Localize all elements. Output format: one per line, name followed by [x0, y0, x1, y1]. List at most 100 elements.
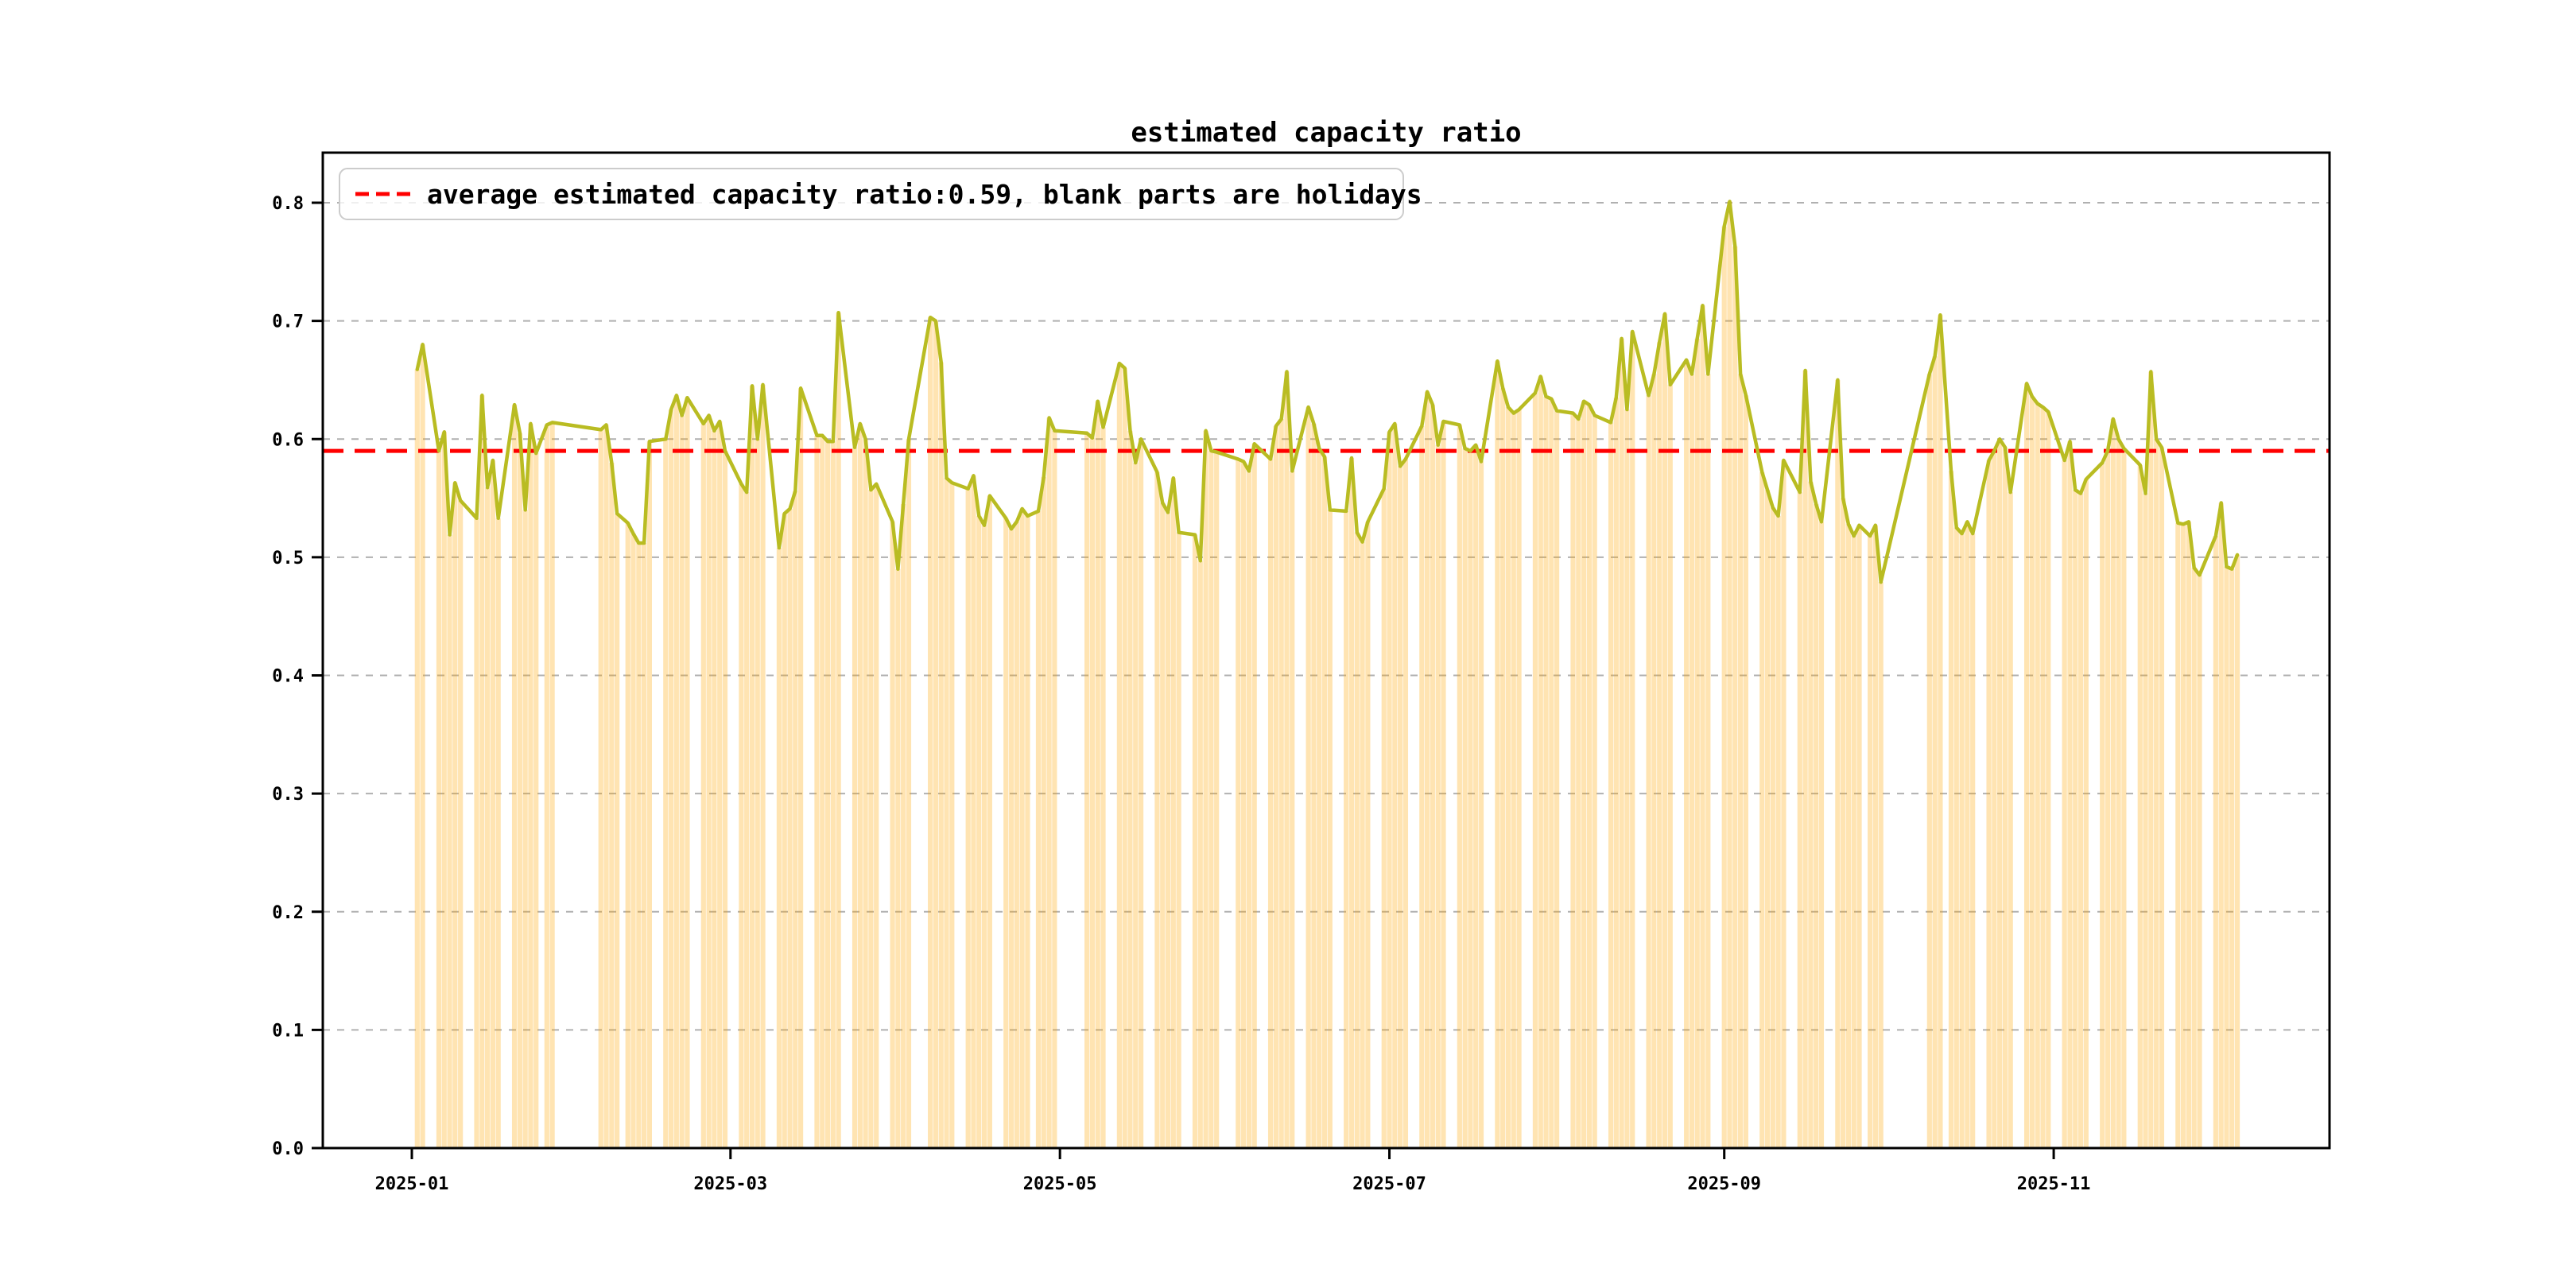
- workday-bar: [1100, 427, 1106, 1148]
- workday-bar: [1365, 522, 1371, 1148]
- x-tick-label: 2025-09: [1687, 1174, 1761, 1194]
- workday-bar: [1938, 315, 1943, 1149]
- workday-bar: [1284, 371, 1290, 1148]
- workday-bar: [938, 362, 944, 1148]
- workday-bar: [722, 451, 728, 1148]
- workday-bar: [1532, 393, 1538, 1148]
- workday-bar: [1775, 515, 1781, 1148]
- workday-bar: [1398, 466, 1403, 1148]
- workday-bar: [836, 312, 841, 1149]
- capacity-line-layer: [415, 200, 2240, 584]
- workday-bar: [441, 432, 447, 1148]
- axes-box: [321, 151, 2331, 1150]
- workday-bar: [1495, 361, 1500, 1149]
- workday-bar: [852, 447, 858, 1148]
- workday-bar: [1808, 481, 1814, 1148]
- workday-bar: [1290, 471, 1295, 1148]
- workday-bar: [1581, 401, 1587, 1148]
- workday-bar: [1965, 522, 1970, 1148]
- workday-bar: [717, 421, 723, 1148]
- workday-bar: [1435, 444, 1441, 1148]
- workday-bar: [452, 483, 458, 1148]
- workday-bar: [1317, 448, 1322, 1148]
- workday-bar: [479, 395, 485, 1148]
- workday-bar: [1732, 246, 1738, 1149]
- workday-bar: [511, 405, 518, 1148]
- y-tick-label: 0.1: [272, 1021, 304, 1041]
- workday-bar: [1630, 332, 1635, 1149]
- workday-bar: [1392, 423, 1398, 1148]
- workday-bar: [2181, 524, 2186, 1148]
- workday-bar: [1014, 522, 1019, 1148]
- workday-bar: [1592, 415, 1597, 1148]
- workday-bar: [1953, 527, 1959, 1148]
- workday-bar: [965, 488, 971, 1148]
- workday-bar: [1457, 425, 1462, 1148]
- workday-bar: [1089, 437, 1096, 1148]
- workday-bar: [976, 515, 982, 1148]
- workday-bar: [2073, 490, 2078, 1148]
- workday-bar: [2191, 568, 2197, 1148]
- workday-bar: [1624, 409, 1630, 1148]
- workday-bar: [1662, 313, 1668, 1148]
- workday-bar: [1549, 398, 1554, 1148]
- workday-bar: [755, 439, 760, 1148]
- workday-bar: [1214, 452, 1220, 1148]
- workday-bar: [1613, 398, 1619, 1148]
- legend-box: [339, 168, 1404, 220]
- workday-bar: [2077, 493, 2084, 1148]
- workday-bar: [1241, 461, 1247, 1148]
- workday-bar: [1203, 430, 1208, 1148]
- workday-bar: [1154, 471, 1160, 1148]
- workday-bar: [2067, 441, 2073, 1148]
- workday-bar: [1267, 459, 1274, 1148]
- workday-bar: [1797, 492, 1802, 1148]
- workday-bar: [1381, 488, 1387, 1148]
- workday-bar: [1419, 425, 1425, 1148]
- workday-bar: [1705, 374, 1711, 1149]
- workday-bar: [1926, 374, 1932, 1149]
- workday-bar: [933, 320, 939, 1148]
- workday-bar: [1208, 451, 1214, 1148]
- workday-bar: [1802, 370, 1808, 1148]
- workday-bar: [2148, 371, 2154, 1148]
- workday-bar: [1500, 388, 1506, 1148]
- workday-bar: [1856, 525, 1862, 1148]
- legend-label: average estimated capacity ratio:0.59, b…: [427, 179, 1422, 210]
- workday-bar: [447, 534, 452, 1148]
- workday-bar: [890, 522, 895, 1148]
- workday-bar: [2024, 383, 2030, 1148]
- workday-bar: [760, 384, 766, 1148]
- workday-bar: [928, 317, 933, 1148]
- workday-bar: [1160, 502, 1166, 1148]
- workday-bar: [1133, 462, 1139, 1148]
- y-tick-label: 0.5: [272, 549, 304, 568]
- workday-bar: [901, 503, 906, 1148]
- workday-bar: [630, 533, 636, 1148]
- workday-bar: [1468, 451, 1473, 1148]
- y-tick-label: 0.7: [272, 312, 304, 332]
- workday-bar: [458, 500, 464, 1148]
- workday-bar: [495, 518, 501, 1148]
- workday-bar: [1402, 459, 1409, 1148]
- workday-bar: [1311, 423, 1317, 1148]
- workday-bar: [1851, 536, 1856, 1148]
- workday-bar: [522, 510, 528, 1148]
- workday-bar: [1619, 338, 1624, 1148]
- workday-bar: [1657, 342, 1662, 1148]
- workday-bar: [598, 429, 603, 1148]
- workday-bar: [1127, 430, 1133, 1148]
- workday-bar: [700, 423, 706, 1148]
- workday-bar: [533, 453, 539, 1148]
- y-tick-label: 0.0: [272, 1139, 304, 1159]
- workday-bar: [1035, 510, 1042, 1148]
- workday-bar: [2116, 439, 2121, 1148]
- workday-bar: [2154, 439, 2159, 1148]
- workday-bar: [1348, 458, 1355, 1148]
- workday-bar: [1003, 518, 1009, 1148]
- workday-bar: [2040, 407, 2046, 1148]
- workday-bar: [1576, 418, 1581, 1148]
- workday-bar: [1684, 359, 1690, 1148]
- workday-bar: [490, 460, 495, 1148]
- workday-bar: [824, 441, 831, 1148]
